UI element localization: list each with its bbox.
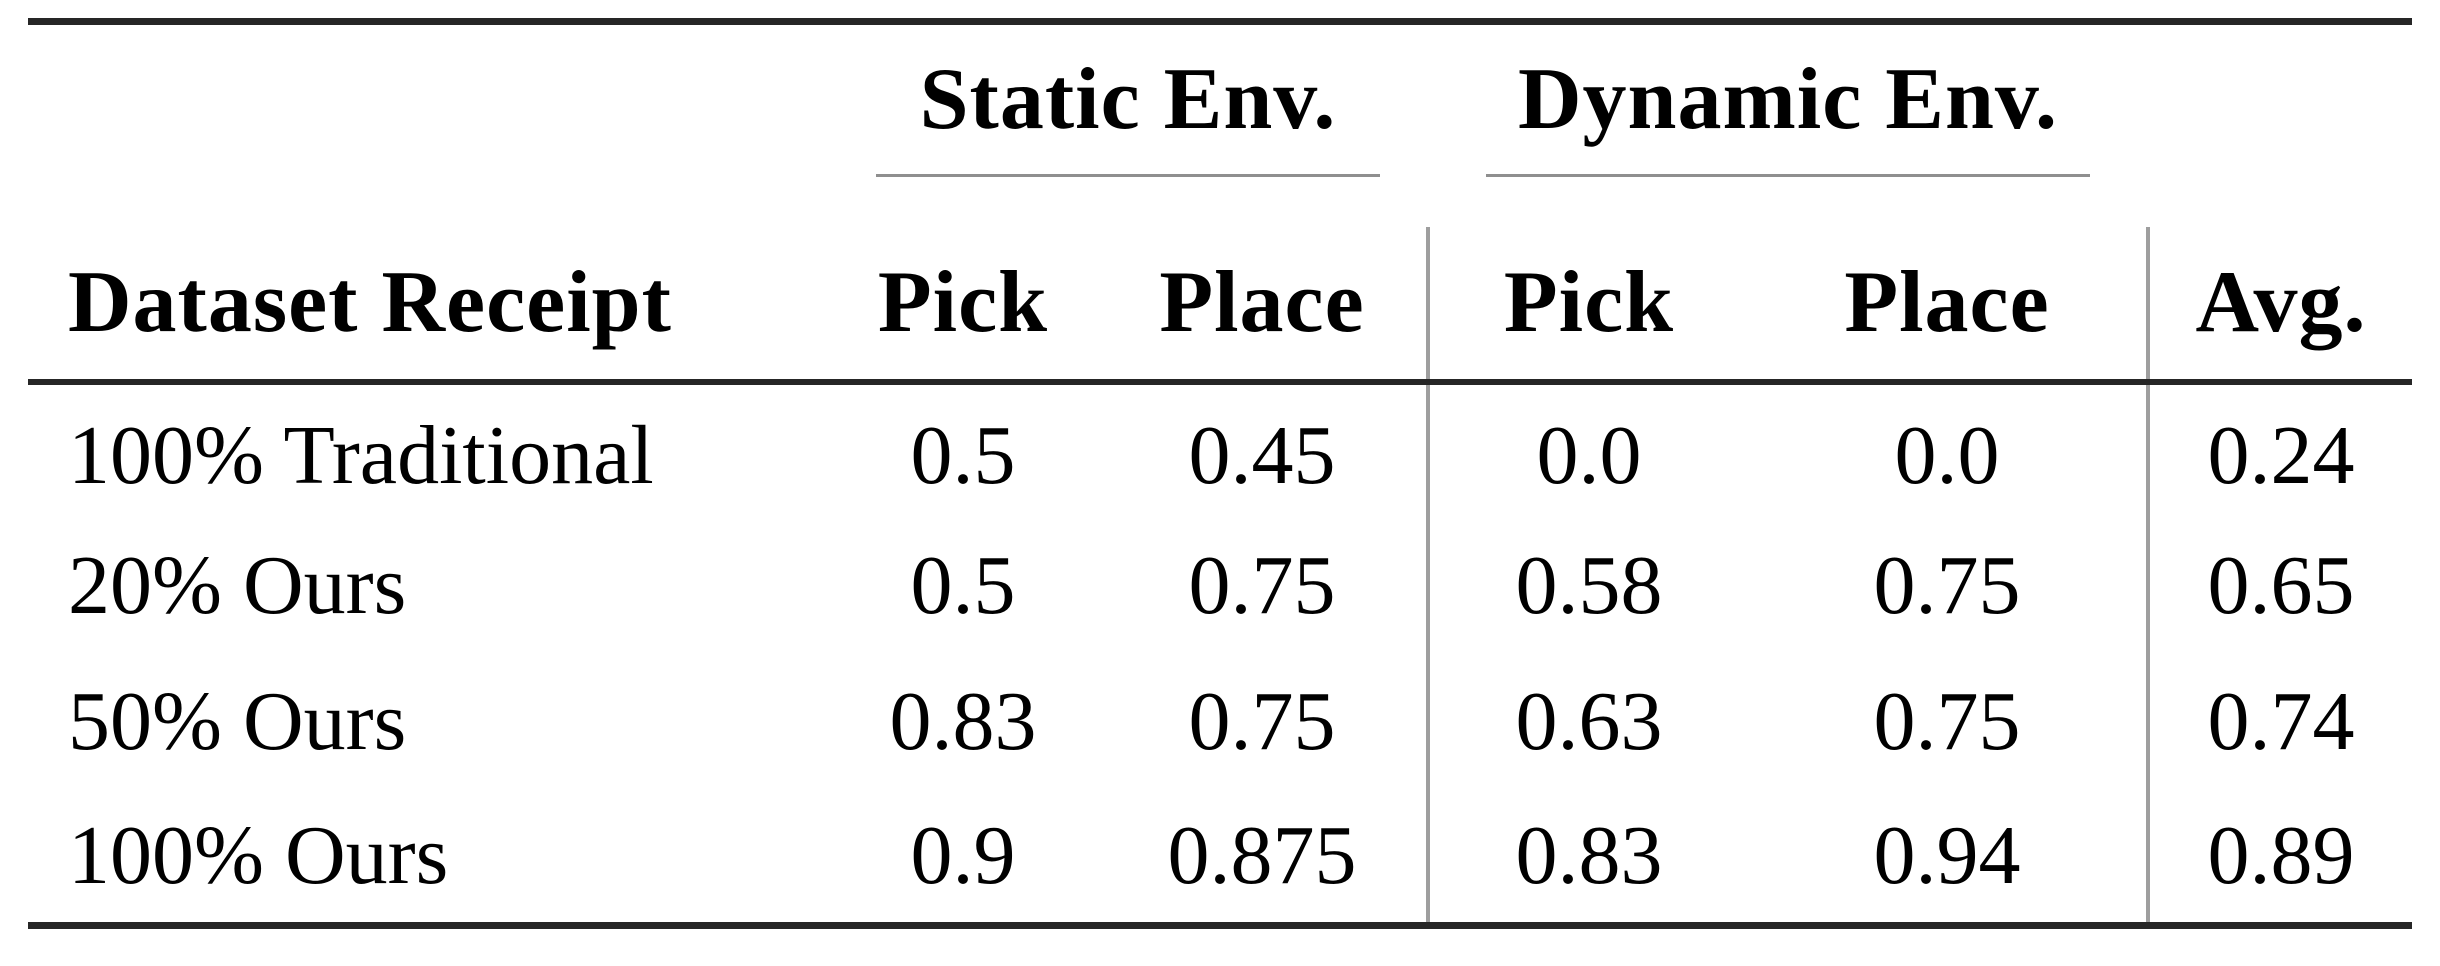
col-header-dynamic-place: Place [1748,226,2148,385]
cell-dynamic-place: 0.0 [1894,409,2000,502]
cell-dataset: 20% Ours [68,538,407,632]
cell-static-pick: 0.5 [910,538,1016,632]
cell-dynamic-pick: 0.0 [1426,381,1748,518]
cell-dynamic-pick: 0.83 [1426,789,1748,926]
static-env-label: Static Env. [919,51,1337,148]
cell-dataset: 100% Ours [68,808,449,902]
cell-dynamic-pick: 0.58 [1426,517,1748,654]
cell-dataset: 100% Traditional [68,409,654,502]
cell-avg: 0.89 [2146,789,2412,926]
group-header-static: Static Env. [828,22,1428,227]
group-header-dynamic: Dynamic Env. [1428,22,2148,227]
col-header-dataset-receipt: Dataset Receipt [28,226,828,385]
group-header-spacer-right [2148,22,2412,227]
cell-dataset: 50% Ours [68,674,407,768]
group-header-row: Static Env. Dynamic Env. [28,22,2412,227]
col-header-static-place: Place [1098,226,1428,385]
cell-dynamic-place: 0.75 [1873,538,2021,632]
dynamic-env-underline [1485,174,2091,178]
cell-static-place: 0.45 [1188,409,1336,502]
dynamic-env-label: Dynamic Env. [1517,51,2059,148]
cell-avg: 0.65 [2146,517,2412,654]
cell-static-place: 0.875 [1167,808,1357,902]
table-row: 100% Ours 0.9 0.875 0.83 0.94 0.89 [28,789,2412,926]
col-header-dynamic-pick: Pick [1426,226,1748,385]
cell-static-pick: 0.9 [910,808,1016,902]
table-row: 100% Traditional 0.5 0.45 0.0 0.0 0.24 [28,381,2412,518]
cell-static-pick: 0.83 [889,674,1037,768]
column-header-row: Dataset Receipt Pick Place Pick Place Av… [28,226,2412,385]
paper-table-figure: Static Env. Dynamic Env. Dataset Receipt… [28,18,2412,929]
results-table: Static Env. Dynamic Env. Dataset Receipt… [28,18,2412,929]
cell-avg: 0.74 [2146,653,2412,790]
cell-static-pick: 0.5 [910,409,1016,502]
cell-static-place: 0.75 [1188,674,1336,768]
group-header-spacer-left [28,22,828,227]
col-header-static-pick: Pick [828,226,1098,385]
cell-dynamic-place: 0.94 [1873,808,2021,902]
cell-dynamic-pick: 0.63 [1426,653,1748,790]
table-row: 20% Ours 0.5 0.75 0.58 0.75 0.65 [28,517,2412,654]
table-row: 50% Ours 0.83 0.75 0.63 0.75 0.74 [28,653,2412,790]
cell-dynamic-place: 0.75 [1873,674,2021,768]
col-header-avg: Avg. [2146,226,2412,385]
cell-static-place: 0.75 [1188,538,1336,632]
cell-avg: 0.24 [2146,381,2412,518]
static-env-underline [876,174,1380,178]
